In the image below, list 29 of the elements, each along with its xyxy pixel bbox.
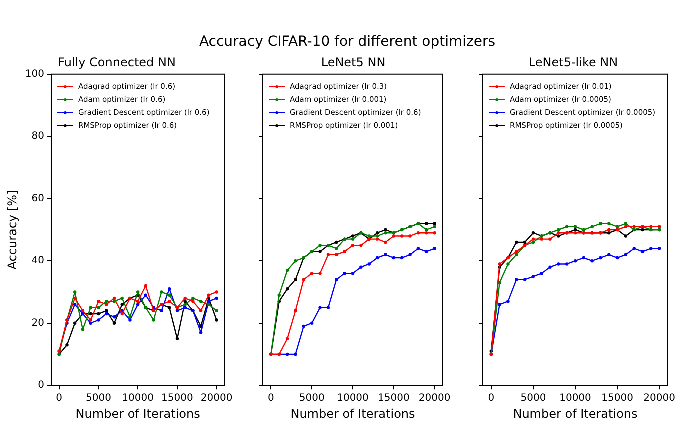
x-axis-title: Number of Iterations — [76, 406, 200, 421]
x-tick-label: 5000 — [299, 393, 325, 404]
x-tick-label: 10000 — [337, 393, 369, 404]
x-tick-label: 10000 — [560, 393, 592, 404]
x-axis-title: Number of Iterations — [513, 406, 638, 421]
y-tick-label: 0 — [38, 380, 44, 392]
chart-title: LeNet5-like NN — [528, 55, 618, 70]
text: Accuracy CIFAR-10 for different optimizers — [198, 34, 497, 50]
x-tick-label: 15000 — [602, 393, 634, 404]
x-tick-label: 5000 — [86, 393, 112, 404]
x-tick-label: 15000 — [162, 393, 194, 404]
y-tick-label: 40 — [32, 256, 44, 267]
x-tick-label: 5000 — [520, 393, 546, 404]
y-tick-label: 60 — [32, 193, 44, 204]
chart-title: LeNet5 NN — [321, 55, 386, 70]
x-tick-label: 0 — [56, 393, 63, 404]
x-tick-label: 0 — [268, 393, 274, 404]
y-tick-label: 80 — [32, 131, 44, 142]
y-axis-title: Accuracy [%] — [5, 190, 20, 270]
x-tick-label: 20000 — [418, 393, 451, 404]
x-tick-label: 20000 — [644, 393, 676, 404]
y-tick-label: 100 — [25, 68, 44, 80]
x-axis-title: Number of Iterations — [290, 406, 416, 421]
x-tick-label: 20000 — [200, 393, 233, 404]
x-tick-label: 10000 — [122, 393, 154, 404]
chart-title: Fully Connected NN — [58, 55, 176, 70]
x-tick-label: 0 — [488, 393, 495, 404]
x-tick-label: 15000 — [378, 393, 410, 404]
y-tick-label: 20 — [32, 318, 44, 329]
